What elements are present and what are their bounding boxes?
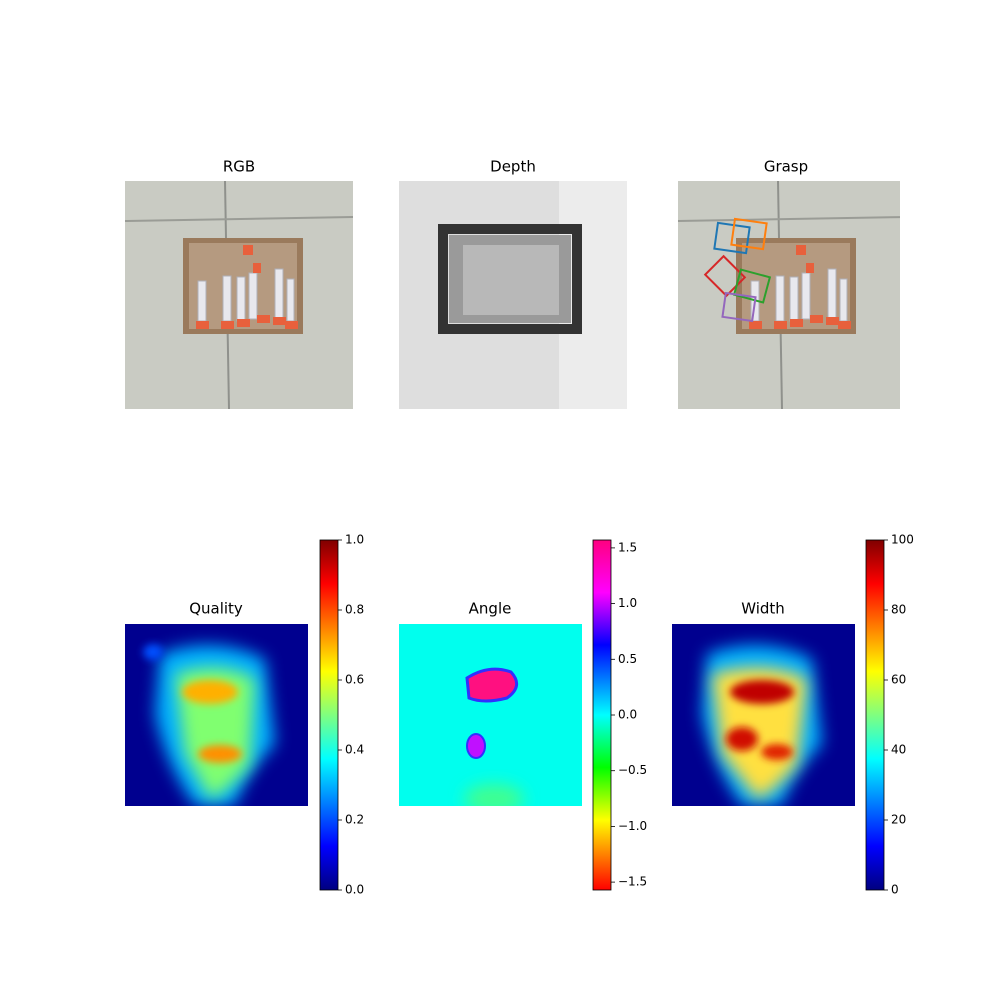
- panel-title: Angle: [469, 600, 512, 618]
- colorbar: [319, 539, 339, 891]
- rgb-image: [125, 181, 353, 409]
- colorbar: [865, 539, 885, 891]
- angle-map: [399, 624, 582, 806]
- tick-label: −1.5: [618, 875, 647, 889]
- tick-label: 0.0: [345, 883, 364, 897]
- panel-title: RGB: [223, 158, 255, 176]
- tick-label: 1.5: [618, 540, 637, 554]
- tick-label: 1.0: [345, 533, 364, 547]
- quality-map: [125, 624, 308, 806]
- tick-label: 0.5: [618, 652, 637, 666]
- panel-title: Grasp: [764, 158, 808, 176]
- tick-label: 60: [891, 673, 906, 687]
- tick-label: 40: [891, 743, 906, 757]
- tick-label: 0.2: [345, 813, 364, 827]
- tick-label: −1.0: [618, 819, 647, 833]
- depth-image: [399, 181, 627, 409]
- width-map: [672, 624, 855, 806]
- tick-label: 0.0: [618, 708, 637, 722]
- tick-label: 0.8: [345, 603, 364, 617]
- tick-label: 1.0: [618, 596, 637, 610]
- tick-label: 80: [891, 603, 906, 617]
- colorbar: [592, 539, 612, 891]
- grasp-image: [677, 181, 900, 409]
- tick-label: 0.6: [345, 673, 364, 687]
- tick-label: 0.4: [345, 743, 364, 757]
- tick-label: 100: [891, 533, 914, 547]
- panel-title: Quality: [189, 600, 243, 618]
- tick-label: 0: [891, 883, 899, 897]
- tick-label: −0.5: [618, 763, 647, 777]
- panel-title: Depth: [490, 158, 536, 176]
- panel-title: Width: [741, 600, 785, 618]
- tick-label: 20: [891, 813, 906, 827]
